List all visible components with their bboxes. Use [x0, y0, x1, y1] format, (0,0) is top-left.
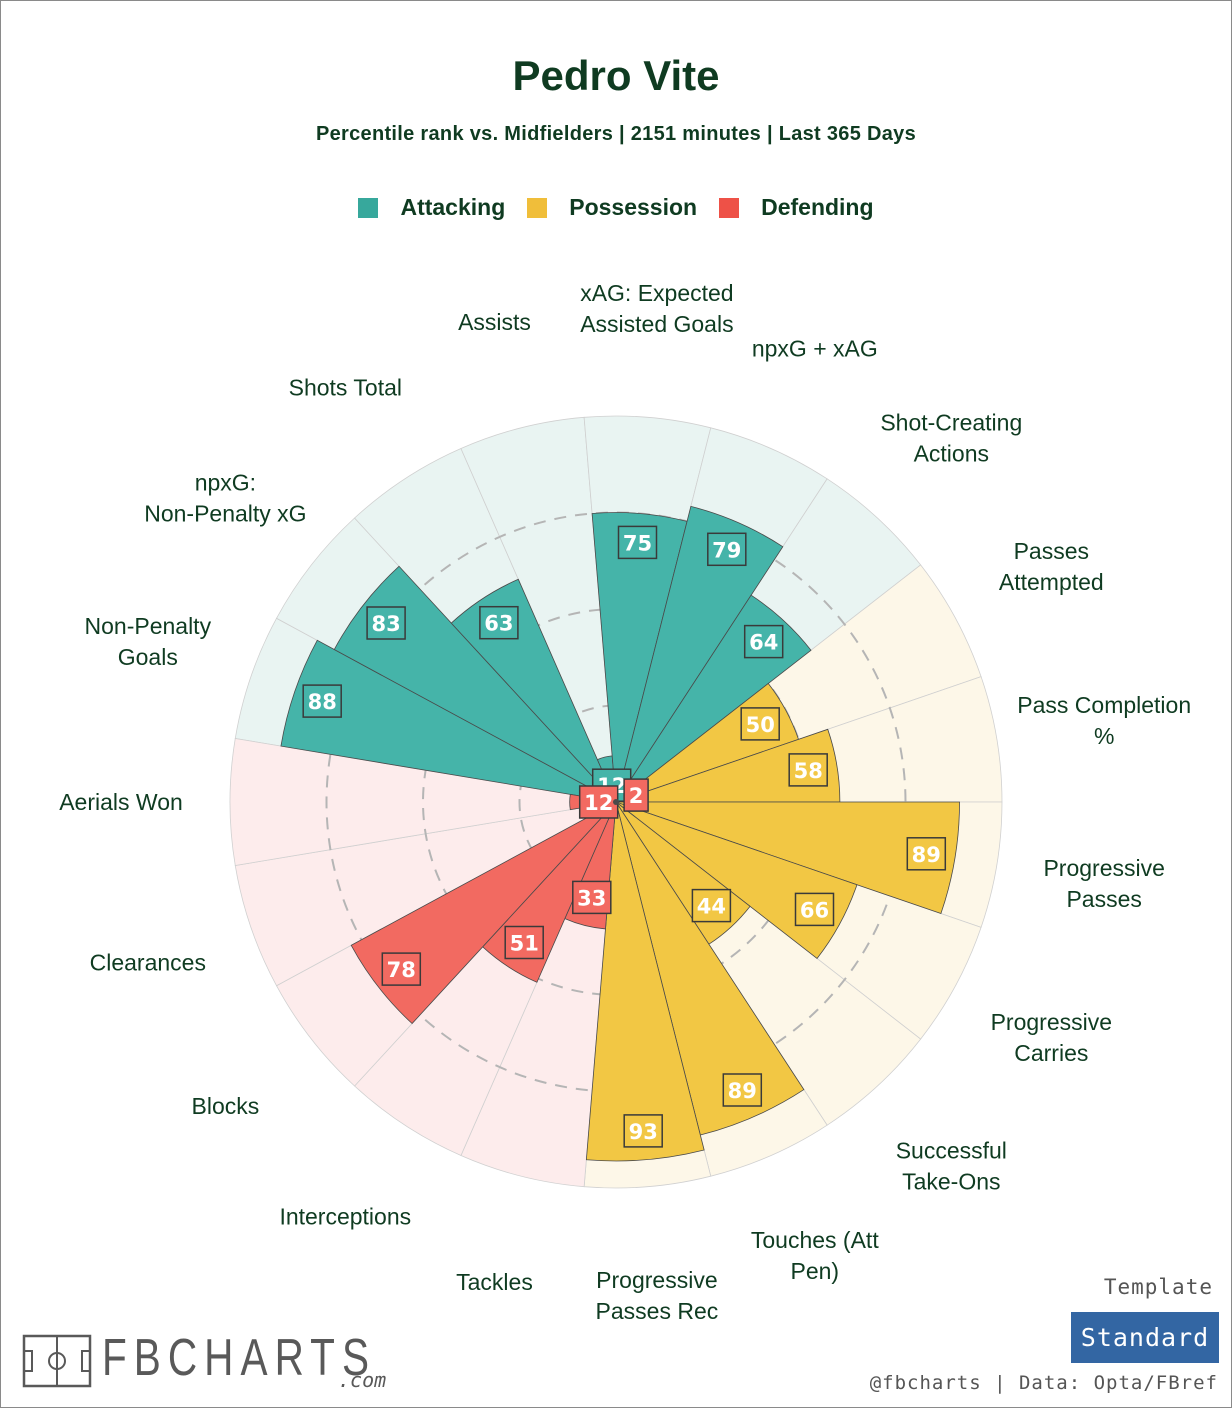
pitch-icon [22, 1334, 92, 1388]
chart-title: Pedro Vite [512, 52, 720, 99]
legend-swatch-attacking [358, 197, 379, 218]
axis-label-npxg-non-penalty-xg: npxG: Non-Penalty xG [144, 470, 306, 527]
value-box-successful-take-ons [691, 888, 732, 923]
legend-label-possession: Possession [569, 194, 698, 220]
value-box-interceptions [504, 925, 544, 960]
value-label-npxg-non-penalty-xg: 83 [371, 612, 400, 636]
value-label-progressive-passes-rec: 93 [629, 1120, 658, 1144]
value-box-npxg-non-penalty-xg [366, 606, 406, 640]
axis-label-progressive-passes-rec: Progressive Passes Rec [596, 1267, 719, 1324]
value-label-pass-completion: 58 [794, 759, 823, 783]
value-label-clearances: 2 [629, 784, 644, 808]
chart-subtitle: Percentile rank vs. Midfielders | 2151 m… [315, 123, 917, 145]
axis-label-progressive-passes: Progressive Passes [1043, 855, 1164, 912]
value-label-progressive-passes: 89 [912, 843, 941, 867]
axis-label-assists: Assists [458, 309, 531, 335]
value-label-touches-att-pen: 89 [728, 1079, 757, 1103]
value-label-non-penalty-goals: 88 [308, 690, 337, 714]
legend: Attacking Possession Defending [0, 194, 1232, 221]
value-box-shot-creating-actions [743, 624, 784, 659]
axis-label-shot-creating-actions: Shot-Creating Actions [880, 409, 1022, 466]
value-label-aerials-won: 12 [584, 791, 613, 815]
value-label-interceptions: 51 [510, 932, 539, 956]
value-label-progressive-carries: 66 [800, 898, 829, 922]
value-box-tackles [572, 880, 612, 915]
template-label: Template [1103, 1275, 1213, 1299]
axis-label-interceptions: Interceptions [279, 1203, 411, 1229]
value-box-shots-total [479, 605, 519, 640]
value-box-touches-att-pen [722, 1073, 763, 1107]
template-select-button[interactable]: Standard [1071, 1312, 1219, 1363]
legend-swatch-possession [527, 197, 548, 218]
axis-label-successful-take-ons: Successful Take-Ons [896, 1138, 1007, 1195]
value-label-npxg-xag: 79 [712, 538, 741, 562]
bar-progressive-passes-rec [585, 801, 705, 1162]
value-box-passes-attempted [740, 707, 780, 741]
legend-item-possession: Possession [527, 194, 697, 221]
value-box-npxg-xag [707, 532, 747, 567]
value-label-blocks: 78 [387, 958, 416, 982]
value-label-successful-take-ons: 44 [697, 895, 726, 919]
brand-name: FBCHARTS [102, 1329, 377, 1387]
value-box-progressive-passes-rec [623, 1114, 663, 1148]
axis-label-shots-total: Shots Total [289, 375, 402, 401]
center-point [613, 799, 619, 805]
brand-suffix: .com [338, 1368, 387, 1392]
axis-label-non-penalty-goals: Non-Penalty Goals [85, 613, 212, 670]
axis-label-xag-expected-assisted-goals: xAG: Expected Assisted Goals [580, 280, 733, 337]
credit-text: @fbcharts | Data: Opta/FBref [869, 1372, 1218, 1394]
axis-label-progressive-carries: Progressive Carries [991, 1009, 1112, 1066]
axis-label-aerials-won: Aerials Won [59, 789, 183, 815]
axis-label-tackles: Tackles [456, 1269, 533, 1295]
legend-item-attacking: Attacking [358, 194, 505, 221]
value-label-shot-creating-actions: 64 [749, 631, 778, 655]
value-box-blocks [381, 952, 422, 986]
value-box-xag-expected-assisted-goals [617, 525, 658, 560]
bar-npxg-xag [615, 505, 784, 803]
bar-progressive-passes [615, 801, 960, 915]
value-box-progressive-carries [794, 892, 835, 927]
axis-label-npxg-xag: npxG + xAG [752, 336, 878, 362]
axis-label-passes-attempted: Passes Attempted [999, 538, 1104, 595]
axis-label-clearances: Clearances [90, 950, 206, 976]
value-label-tackles: 33 [577, 886, 606, 910]
bar-non-penalty-goals [280, 639, 617, 803]
axis-label-blocks: Blocks [192, 1093, 260, 1119]
legend-label-defending: Defending [761, 194, 874, 220]
value-box-progressive-passes [906, 837, 947, 871]
value-box-pass-completion [788, 753, 828, 787]
legend-swatch-defending [719, 197, 740, 218]
axis-label-pass-completion: Pass Completion% [1017, 692, 1191, 749]
value-label-xag-expected-assisted-goals: 75 [623, 531, 652, 555]
value-box-non-penalty-goals [302, 684, 342, 718]
background-sector [229, 738, 617, 866]
value-label-shots-total: 63 [484, 612, 513, 636]
value-label-passes-attempted: 50 [746, 713, 775, 737]
axis-label-touches-att-pen: Touches (Att Pen) [751, 1227, 879, 1284]
value-box-clearances [623, 778, 649, 812]
legend-item-defending: Defending [719, 194, 874, 221]
legend-label-attacking: Attacking [400, 194, 506, 220]
